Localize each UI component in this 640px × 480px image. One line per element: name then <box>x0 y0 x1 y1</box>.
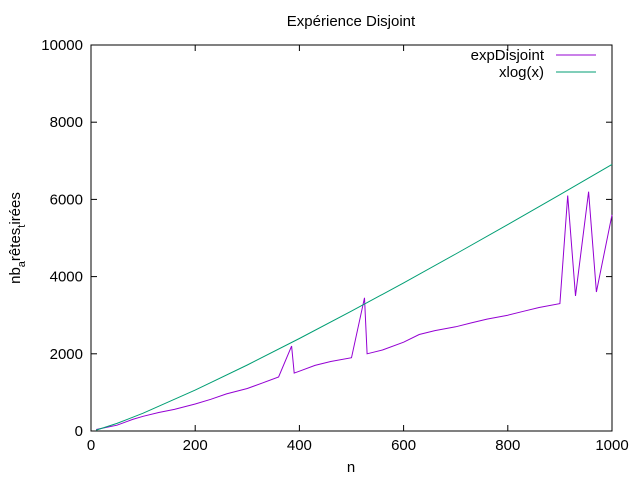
y-axis-label-part: irées <box>7 192 24 225</box>
y-tick-label: 2000 <box>50 346 83 363</box>
y-axis-label-part: nb <box>7 267 24 284</box>
y-tick-label: 4000 <box>50 269 83 286</box>
x-tick-label: 400 <box>287 437 312 454</box>
legend-label: xlog(x) <box>499 64 544 81</box>
y-tick-label: 10000 <box>41 37 83 54</box>
plot-frame <box>90 44 613 432</box>
series-line-1 <box>96 163 613 431</box>
y-axis-label-part: a <box>16 260 28 267</box>
x-tick-label: 800 <box>495 437 520 454</box>
chart-title: Expérience Disjoint <box>287 13 416 30</box>
x-tick-label: 200 <box>183 437 208 454</box>
y-tick-label: 8000 <box>50 114 83 131</box>
y-tick-label: 0 <box>75 423 83 440</box>
y-axis-label-part: rêtes <box>7 228 24 261</box>
y-axis-label: nbarêtestirées <box>7 192 28 284</box>
x-tick-label: 1000 <box>595 437 628 454</box>
x-tick-label: 0 <box>87 437 95 454</box>
y-axis-label-part: t <box>16 225 28 228</box>
x-axis-label: n <box>347 459 355 476</box>
legend-label: expDisjoint <box>471 47 545 64</box>
series-line-0 <box>96 191 613 430</box>
x-tick-label: 600 <box>391 437 416 454</box>
y-tick-label: 6000 <box>50 191 83 208</box>
